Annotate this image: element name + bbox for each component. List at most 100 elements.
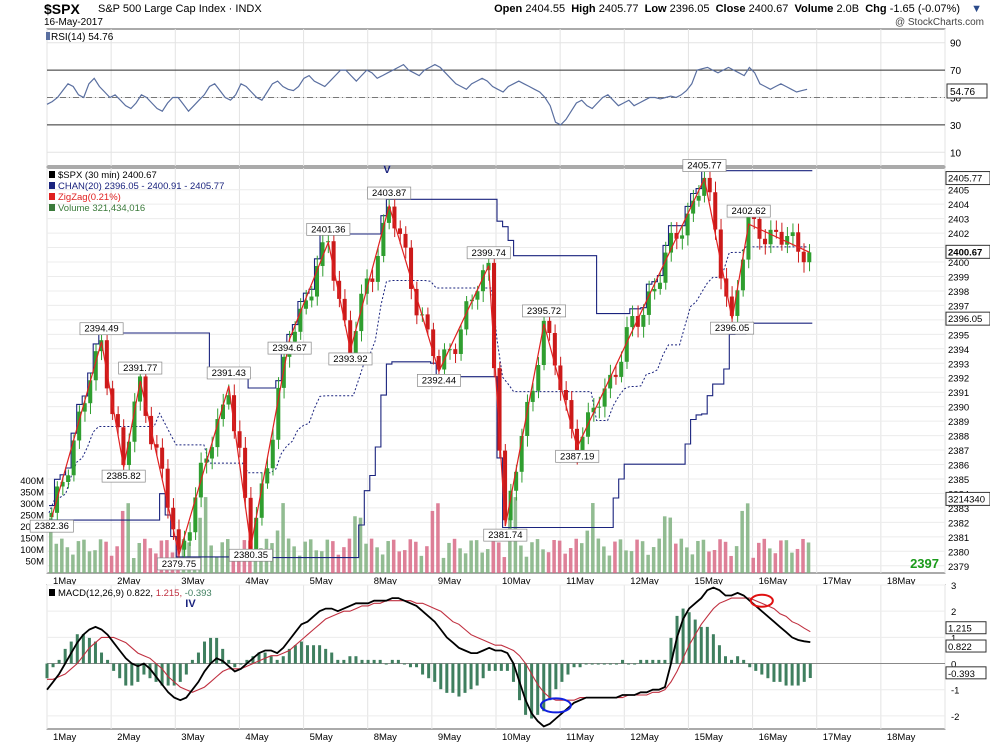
candle-body [414,288,419,316]
macd-histogram-bar [269,656,273,664]
candle-body [370,278,375,282]
candle-body [99,340,104,352]
macd-histogram-bar [796,663,800,686]
macd-x-label: 1May [53,732,76,743]
macd-histogram-bar [93,641,97,664]
macd-histogram-bar [251,656,255,664]
candle-body [348,320,353,355]
volume-bar [391,539,396,573]
volume-bar [563,553,567,573]
volume-tag-box [945,491,990,506]
macd-panel: 3 2 1 0 -1 -2 MACD(12,26,9) 0.822, 1.215, -0.3… [45,581,987,743]
zigzag-label: 2396.05 [715,323,749,334]
zigzag-label-box [306,222,351,236]
candle-body [265,468,270,484]
macd-histogram-bar [63,648,67,664]
candle-body [619,361,624,377]
volume-legend-swatch [49,204,55,211]
macd-histogram-bar [463,663,467,693]
candle-body [359,293,364,332]
macd-histogram-bar [324,648,328,664]
volume-bar [452,538,457,573]
macd-histogram-bar [754,663,758,671]
macd-histogram-bar [148,663,152,679]
zigzag-label: 2394.67 [272,343,306,354]
volume-bar [425,546,429,573]
candle-body [276,387,281,440]
volume-bar [696,540,700,573]
volume-bar [795,548,800,573]
candle-body [635,316,640,327]
macd-histogram-bar [802,663,806,682]
candle-body [796,232,801,252]
zigzag-label-box [483,528,528,542]
volume-bar [552,540,556,573]
zigzag-label-box [206,366,251,380]
volume-bar [131,558,136,573]
volume-bar [685,547,689,573]
zigzag-label-box [466,246,511,260]
volume-bar [414,541,418,573]
macd-histogram-bar [112,663,116,671]
macd-tick-label: 0 [951,660,956,671]
candle-body [519,435,524,472]
volume-bar [740,510,744,573]
candle-body [176,529,181,550]
elliott-wave-label-iv: IV [185,598,196,610]
candle-body [503,450,508,521]
zigzag-label-box [522,304,566,318]
macd-histogram-bar [421,663,425,675]
macd-histogram-bar [233,663,237,668]
candle-body [680,235,685,239]
zigzag-label: 2382.36 [35,521,69,532]
zigzag-label: 2391.77 [123,363,157,374]
chart-header: $SPX S&P 500 Large Cap Index · INDX 16-M… [0,0,990,28]
candle-body [82,403,87,412]
macd-x-label: 17May [823,732,852,743]
macd-histogram-bar [487,663,491,671]
volume-bar [707,551,711,573]
price-tick-label: 2399 [948,272,969,283]
volume-bar [60,538,64,573]
zigzag-label-box [682,159,727,172]
candle-body [171,507,176,530]
dropdown-arrow-icon[interactable]: ▼ [971,3,982,15]
volume-bar [441,557,446,573]
macd-legend-macd: MACD(12,26,9) 0.822, [58,588,156,599]
candle-body [193,497,198,533]
volume-bar [109,555,114,573]
candle-body [187,532,192,541]
macd-histogram-bar [160,663,164,686]
macd-histogram-bar [239,663,243,665]
rsi-legend-swatch [46,32,50,40]
candle-body [409,247,414,289]
macd-histogram-bar [742,659,746,664]
price-tick-label: 2386 [948,461,969,472]
macd-histogram-bar [457,663,461,697]
macd-histogram-bar [493,663,497,671]
candle-body [536,365,541,391]
candle-body [93,351,98,381]
volume-tick-label: 350M [20,488,44,499]
volume-bar [497,542,501,573]
volume-bar [358,517,363,573]
macd-histogram-bar [778,663,782,682]
volume-bar [624,550,628,573]
volume-tick-label: 150M [20,534,44,545]
candle-body [785,236,790,245]
volume-bar [745,503,750,573]
zigzag-legend: ZigZag(0.21%) [58,192,121,203]
volume-bar [159,540,164,573]
macd-histogram-bar [469,663,473,690]
candle-body [453,349,458,354]
volume-bar [801,538,805,573]
candle-body [663,252,668,283]
macd-histogram-bar [360,659,364,664]
volume-bar [646,554,650,573]
price-tag-label: 2400.67 [948,247,982,258]
candle-body [652,288,657,292]
price-x-label: 1May [53,576,76,587]
macd-histogram-bar [196,652,200,664]
zigzag-label: 2380.35 [234,550,268,561]
